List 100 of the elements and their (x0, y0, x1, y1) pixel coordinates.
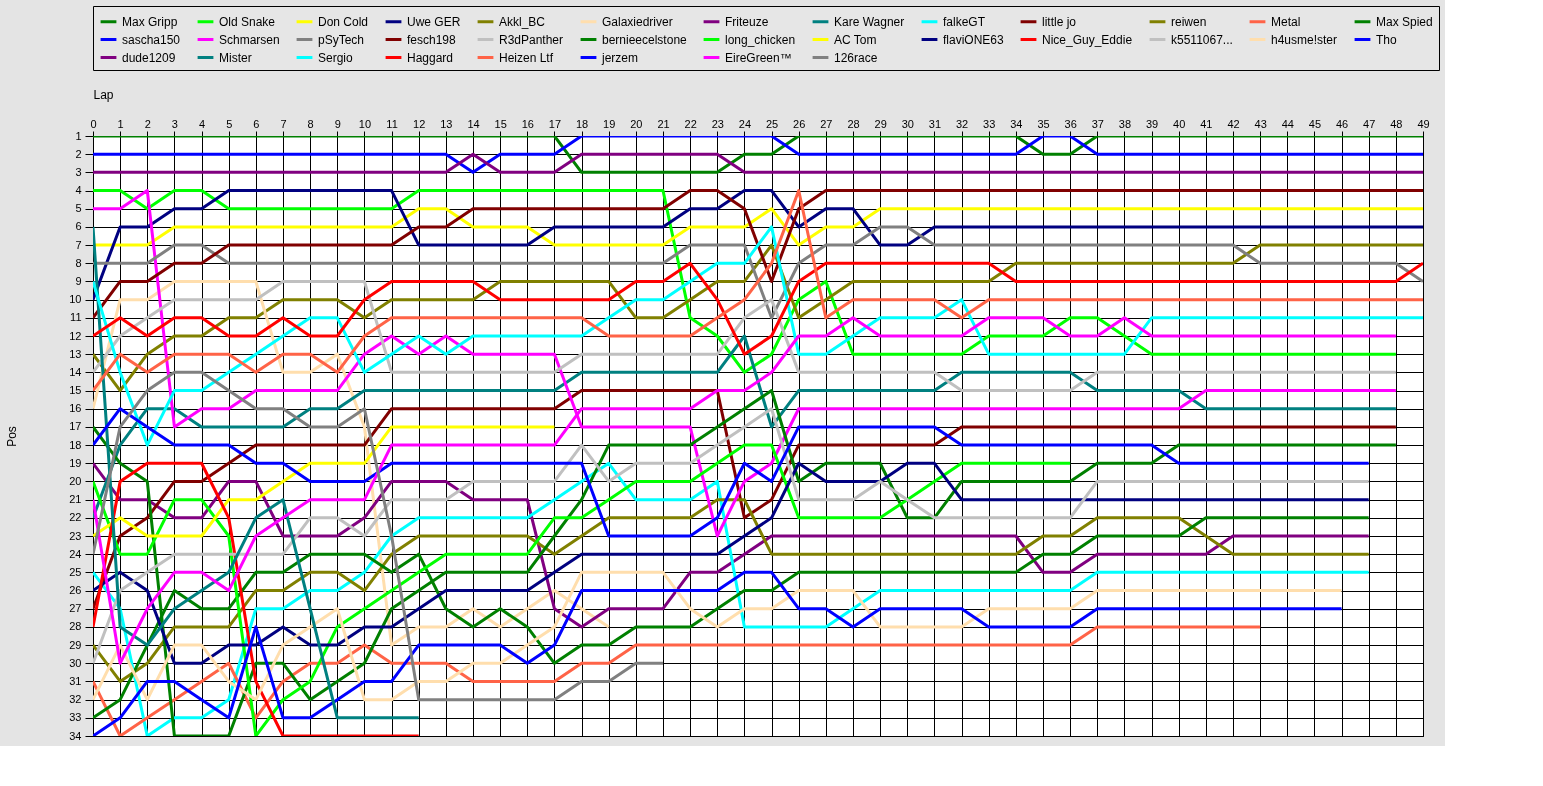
x-tick-label: 45 (1308, 117, 1322, 130)
legend-label: k5511067... (1171, 32, 1233, 47)
x-tick-label: 42 (1227, 117, 1240, 130)
legend-label: Haggard (407, 50, 454, 65)
x-tick-label: 22 (684, 117, 697, 130)
x-axis-title: Lap (93, 87, 114, 102)
line-series (93, 443, 1072, 736)
legend-label: 126race (834, 50, 878, 65)
x-tick-label: 16 (521, 117, 534, 130)
x-tick-label: 0 (90, 117, 97, 130)
x-tick-label: 35 (1037, 117, 1050, 130)
line-series (93, 279, 1398, 393)
y-tick-label: 8 (75, 256, 82, 269)
legend-label: R3dPanther (499, 32, 564, 47)
x-tick-label: 26 (793, 117, 806, 130)
y-tick-label: 2 (75, 147, 82, 160)
y-tick-label: 7 (75, 238, 82, 251)
y-tick-label: 5 (75, 202, 82, 215)
y-tick-label: 19 (69, 456, 82, 469)
x-tick-label: 15 (494, 117, 507, 130)
x-tick-label: 18 (575, 117, 589, 130)
legend-label: Max Spied (1376, 14, 1433, 29)
y-tick-label: 4 (75, 184, 82, 197)
line-series (93, 407, 1371, 538)
x-tick-label: 29 (874, 117, 887, 130)
x-tick-label: 33 (983, 117, 996, 130)
legend-label: Schmarsen (219, 32, 280, 47)
y-tick-label: 23 (69, 529, 82, 542)
x-tick-label: 28 (847, 117, 860, 130)
y-tick-label: 6 (75, 220, 82, 233)
legend-label: Tho (1376, 32, 1397, 47)
line-series (93, 425, 556, 538)
x-tick-label: 37 (1091, 117, 1104, 130)
legend-label: EireGreen™ (725, 50, 792, 65)
x-tick-label: 40 (1173, 117, 1186, 130)
x-tick-label: 6 (253, 117, 260, 130)
legend-label: Don Cold (318, 14, 369, 29)
y-tick-label: 32 (69, 693, 82, 706)
y-tick-label: 16 (69, 402, 82, 415)
x-tick-label: 13 (440, 117, 453, 130)
x-tick-label: 25 (765, 117, 779, 130)
legend-label: long_chicken (725, 32, 796, 47)
legend-label: AC Tom (834, 32, 877, 47)
x-tick-label: 24 (738, 117, 752, 130)
legend-label: pSyTech (318, 32, 365, 47)
legend-label: falkeGT (943, 14, 986, 29)
y-tick-label: 28 (69, 620, 82, 633)
y-tick-label: 30 (69, 656, 82, 669)
y-tick-label: 18 (69, 438, 82, 451)
x-tick-label: 9 (334, 117, 341, 130)
line-series (93, 461, 1371, 736)
legend-label: Uwe GER (407, 14, 461, 29)
y-tick-label: 33 (69, 711, 82, 724)
y-tick-label: 20 (69, 474, 82, 487)
legend-label: Max Gripp (122, 14, 178, 29)
legend-label: fesch198 (407, 32, 457, 47)
y-tick-label: 10 (69, 293, 82, 306)
x-tick-label: 23 (711, 117, 724, 130)
line-series (93, 389, 1398, 736)
x-tick-label: 4 (199, 117, 206, 130)
legend-label: flaviONE63 (943, 32, 1005, 47)
x-tick-label: 1 (117, 117, 124, 130)
x-tick-label: 48 (1390, 117, 1403, 130)
x-tick-label: 36 (1064, 117, 1077, 130)
legend-label: Old Snake (219, 14, 276, 29)
legend-label: reiwen (1171, 14, 1207, 29)
y-tick-label: 17 (69, 420, 82, 433)
y-tick-label: 22 (69, 511, 82, 524)
x-tick-label: 49 (1417, 117, 1430, 130)
line-series (93, 461, 1371, 629)
x-tick-label: 46 (1335, 117, 1349, 130)
line-series (93, 389, 1398, 611)
line-series (93, 498, 1371, 683)
x-tick-label: 17 (548, 117, 562, 130)
line-series (93, 407, 1371, 665)
legend-label: Galaxiedriver (602, 14, 673, 29)
legend-label: Metal (1271, 14, 1301, 29)
legend-label: Mister (219, 50, 252, 65)
y-tick-label: 3 (75, 165, 82, 178)
y-tick-label: 13 (69, 347, 82, 360)
legend-label: little jo (1042, 14, 1077, 29)
x-tick-label: 20 (630, 117, 643, 130)
x-tick-label: 11 (386, 117, 398, 130)
y-tick-label: 34 (69, 729, 82, 742)
y-tick-label: 25 (69, 565, 82, 578)
line-series (93, 334, 1398, 520)
legend-label: sascha150 (122, 32, 181, 47)
y-tick-label: 26 (69, 584, 82, 597)
y-axis-title: Pos (5, 426, 20, 447)
legend-label: Nice_Guy_Eddie (1042, 32, 1133, 47)
y-tick-label: 31 (69, 674, 82, 687)
x-tick-label: 3 (171, 117, 178, 130)
line-series (93, 570, 1344, 736)
x-tick-label: 44 (1281, 117, 1294, 130)
y-tick-label: 14 (69, 365, 82, 378)
x-tick-label: 32 (955, 117, 969, 130)
legend-label: Kare Wagner (834, 14, 905, 29)
x-tick-label: 12 (413, 117, 426, 130)
y-tick-label: 1 (75, 129, 82, 142)
x-tick-label: 41 (1200, 117, 1213, 130)
